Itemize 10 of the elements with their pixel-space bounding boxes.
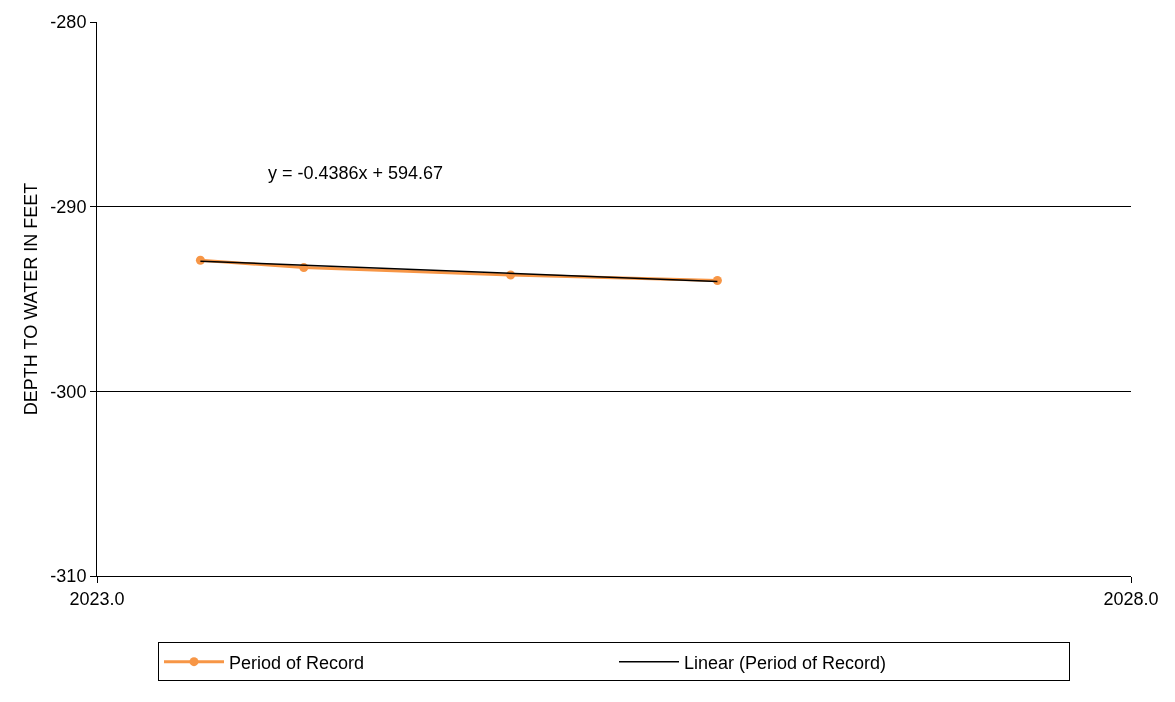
y-tick-label: -310 (50, 566, 87, 587)
annotation: y = -0.4386x + 594.67 (268, 163, 444, 183)
y-tick-label: -280 (50, 12, 87, 33)
y-tick-label: -300 (50, 381, 87, 402)
legend-label: Period of Record (229, 652, 365, 673)
y-axis-title: DEPTH TO WATER IN FEET (20, 182, 41, 416)
x-tick-label: 2023.0 (69, 588, 125, 609)
y-tick-label: -290 (50, 196, 87, 217)
x-tick-label: 2028.0 (1103, 588, 1159, 609)
legend-label: Linear (Period of Record) (684, 652, 887, 673)
